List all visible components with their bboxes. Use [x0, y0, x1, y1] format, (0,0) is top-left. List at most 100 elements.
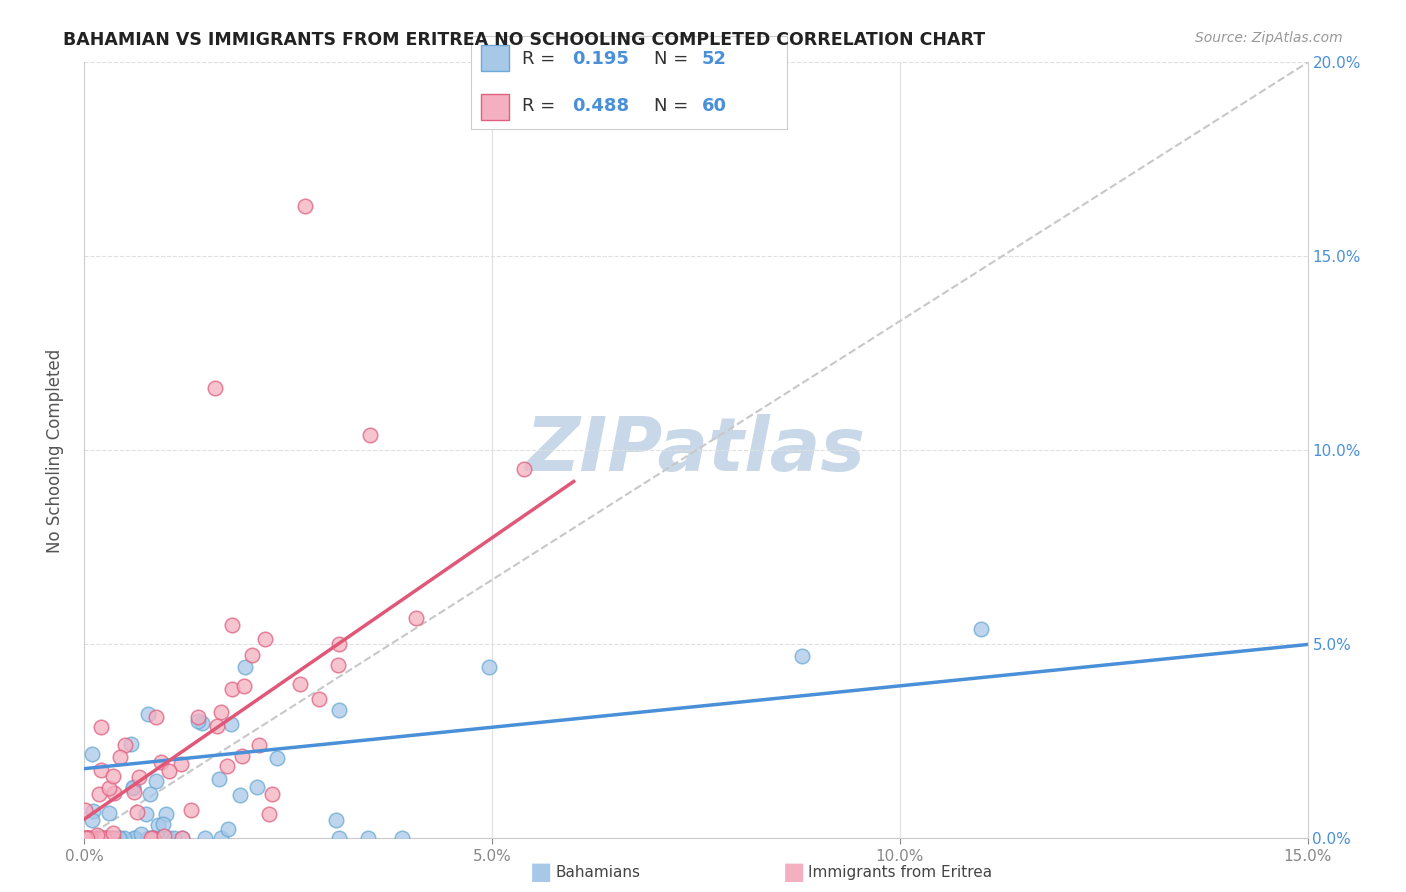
Point	[221, 717, 243, 731]
Point	[209, 831, 232, 846]
Point	[145, 773, 167, 788]
Point	[163, 831, 186, 846]
Point	[357, 831, 380, 846]
Text: 60: 60	[702, 97, 727, 115]
Text: BAHAMIAN VS IMMIGRANTS FROM ERITREA NO SCHOOLING COMPLETED CORRELATION CHART: BAHAMIAN VS IMMIGRANTS FROM ERITREA NO S…	[63, 31, 986, 49]
Text: ■: ■	[783, 861, 806, 884]
Point	[96, 831, 118, 846]
Point	[76, 831, 98, 846]
Point	[76, 831, 98, 846]
Point	[97, 831, 120, 846]
Point	[232, 679, 254, 693]
Point	[146, 831, 169, 846]
Point	[187, 709, 209, 723]
Text: Bahamians: Bahamians	[555, 865, 640, 880]
Text: Immigrants from Eritrea: Immigrants from Eritrea	[808, 865, 993, 880]
Point	[790, 649, 813, 664]
Point	[107, 831, 129, 846]
Point	[79, 831, 101, 846]
Point	[87, 787, 110, 801]
Point	[90, 831, 112, 846]
Point	[124, 831, 146, 846]
Point	[101, 831, 124, 846]
Point	[86, 831, 108, 846]
Point	[172, 831, 194, 846]
Point	[128, 770, 150, 784]
Point	[121, 781, 143, 796]
Point	[170, 831, 193, 846]
Point	[145, 710, 167, 724]
Point	[308, 692, 330, 706]
Point	[221, 617, 243, 632]
Point	[97, 805, 120, 820]
Point	[257, 807, 280, 822]
Point	[325, 814, 347, 828]
Point	[120, 737, 142, 751]
Point	[294, 199, 316, 213]
Point	[89, 763, 111, 777]
Point	[221, 681, 243, 696]
Point	[94, 831, 117, 846]
Point	[208, 772, 231, 786]
Point	[146, 817, 169, 831]
Point	[82, 804, 104, 818]
Point	[152, 816, 174, 830]
Point	[157, 831, 180, 846]
Text: N =: N =	[655, 50, 695, 68]
Point	[139, 831, 162, 846]
Point	[217, 822, 239, 836]
Point	[114, 738, 136, 752]
Point	[405, 611, 427, 625]
Text: R =: R =	[522, 50, 561, 68]
Point	[359, 428, 381, 442]
Point	[112, 831, 135, 846]
Point	[266, 751, 288, 765]
Point	[157, 764, 180, 779]
Text: ■: ■	[530, 861, 553, 884]
Point	[155, 807, 177, 822]
Point	[142, 831, 165, 846]
Point	[138, 787, 160, 801]
Text: N =: N =	[655, 97, 695, 115]
Point	[122, 780, 145, 794]
Point	[136, 831, 159, 846]
Point	[86, 831, 108, 846]
Point	[125, 805, 148, 820]
Point	[478, 660, 501, 674]
Point	[391, 831, 413, 846]
Point	[231, 748, 253, 763]
Point	[328, 703, 350, 717]
Point	[76, 831, 98, 846]
Point	[90, 720, 112, 734]
Point	[246, 780, 269, 795]
Point	[98, 831, 121, 846]
Point	[101, 831, 124, 846]
Point	[150, 755, 173, 769]
Point	[80, 747, 103, 762]
Point	[247, 738, 270, 752]
Text: 52: 52	[702, 50, 727, 68]
Point	[89, 831, 111, 846]
Point	[153, 829, 176, 843]
Point	[122, 831, 145, 846]
Text: 0.195: 0.195	[572, 50, 628, 68]
Point	[194, 831, 217, 846]
Point	[228, 788, 250, 802]
Point	[204, 381, 226, 395]
Point	[513, 462, 536, 476]
Point	[82, 813, 104, 827]
Bar	[481, 45, 509, 71]
Bar	[481, 94, 509, 120]
Point	[135, 807, 157, 822]
Point	[75, 803, 97, 817]
Point	[98, 781, 121, 796]
Point	[328, 831, 350, 846]
Point	[288, 677, 311, 691]
Point	[180, 803, 202, 817]
Point	[170, 757, 193, 772]
Point	[86, 828, 108, 842]
Point	[253, 632, 276, 646]
Point	[75, 831, 97, 846]
Point	[205, 719, 228, 733]
Point	[141, 831, 163, 846]
